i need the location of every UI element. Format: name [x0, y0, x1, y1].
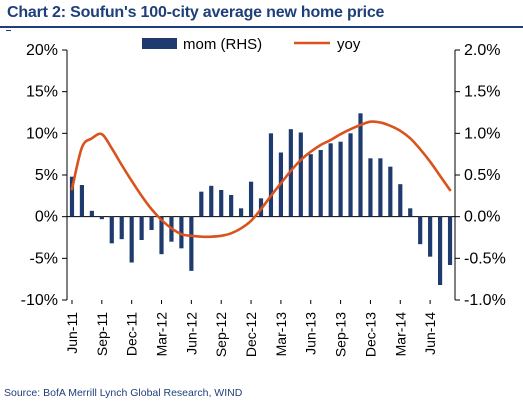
- mom-bar-Apr-14: [408, 208, 413, 217]
- chart-title: Chart 2: Soufun's 100-city average new h…: [7, 4, 385, 21]
- mom-bar-Jul-14: [437, 216, 443, 285]
- legend-label-mom: mom (RHS): [183, 36, 262, 53]
- source-note: Source: BofA Merrill Lynch Global Resear…: [4, 387, 243, 399]
- chart-canvas: 20% 15% 10% 5% 0% -5% -10% 2.0% 1.5% 1.0% 0.5% 0.0…: [21, 36, 506, 357]
- legend-swatch-mom: [142, 38, 177, 49]
- right-axis-ticks: 2.0% 1.5% 1.0% 0.5% 0.0% -0.5% -1.0%: [455, 42, 506, 309]
- mom-bar-Aug-11: [89, 210, 94, 217]
- left-tick-label: -5%: [30, 250, 58, 267]
- x-axis-ticks: Jun-11 Sep-11 Dec-11 Mar-12 Jun-12 Sep-12 Dec-…: [64, 300, 438, 357]
- right-tick-label: 2.0%: [464, 42, 500, 59]
- mom-bar-Aug-13: [328, 143, 333, 217]
- yoy-line-group: [70, 120, 452, 239]
- mom-bar-Feb-13: [268, 133, 274, 217]
- mom-bar-Nov-11: [119, 216, 124, 240]
- legend-label-yoy: yoy: [337, 36, 361, 53]
- x-tick-label: Sep-11: [94, 312, 110, 356]
- x-tick-label: Jun-13: [303, 312, 319, 355]
- right-tick-label: 0.0%: [464, 209, 500, 226]
- mom-bar-Sep-12: [219, 190, 224, 217]
- mom-bar-Aug-14: [447, 216, 453, 265]
- mom-bar-Feb-12: [149, 216, 154, 230]
- mom-bar-May-14: [418, 216, 423, 245]
- right-tick-label: -0.5%: [464, 250, 506, 267]
- mom-bar-May-12: [179, 216, 184, 249]
- mom-bar-Feb-14: [388, 166, 393, 217]
- mom-bar-Jul-13: [318, 150, 323, 217]
- mom-bar-Dec-12: [248, 181, 254, 217]
- mom-bar-Jun-11: [69, 176, 75, 217]
- x-tick-label: Sep-13: [333, 312, 349, 357]
- legend: mom (RHS) yoy: [142, 36, 361, 53]
- mom-bar-Dec-13: [368, 158, 373, 217]
- left-tick-label: -10%: [21, 292, 58, 309]
- mom-bar-Oct-12: [229, 195, 234, 217]
- x-tick-label: Mar-13: [273, 312, 289, 357]
- left-tick-label: 0%: [35, 209, 58, 226]
- right-tick-label: 1.0%: [464, 125, 500, 142]
- x-tick-label: Dec-12: [243, 312, 259, 357]
- x-tick-label: Mar-12: [154, 312, 170, 357]
- left-tick-label: 20%: [26, 42, 58, 59]
- mom-bar-Jan-14: [378, 158, 383, 217]
- mom-bar-Sep-11: [99, 216, 104, 220]
- mom-bar-Jul-12: [199, 191, 204, 217]
- x-tick-label: Mar-14: [392, 312, 408, 357]
- title-tick-mark: [6, 30, 11, 31]
- mom-bar-Jun-13: [308, 154, 313, 217]
- mom-bars: [69, 113, 453, 285]
- x-tick-label: Dec-13: [362, 312, 378, 357]
- mom-bar-Nov-13: [358, 113, 363, 217]
- chart-axes: [66, 50, 456, 300]
- mom-bar-Apr-13: [288, 129, 293, 217]
- x-tick-label: Jun-12: [183, 312, 199, 355]
- x-tick-label: Dec-11: [124, 312, 140, 356]
- mom-bar-Mar-14: [398, 184, 403, 217]
- mom-bar-Sep-13: [338, 141, 343, 217]
- right-tick-label: 0.5%: [464, 167, 500, 184]
- x-tick-label: Sep-12: [213, 312, 229, 357]
- mom-bar-Jan-12: [139, 216, 144, 240]
- mom-bar-Oct-11: [109, 216, 114, 244]
- left-axis-ticks: 20% 15% 10% 5% 0% -5% -10%: [21, 42, 67, 309]
- mom-bar-Mar-12: [159, 216, 164, 255]
- mom-bar-Aug-12: [209, 185, 214, 217]
- mom-bar-Jun-14: [428, 216, 433, 257]
- right-tick-label: 1.5%: [464, 84, 500, 101]
- yoy-line: [70, 120, 452, 239]
- mom-bar-Jul-11: [79, 185, 85, 217]
- mom-bar-May-13: [298, 132, 303, 217]
- mom-bar-Nov-12: [239, 208, 244, 217]
- x-tick-label: Jun-14: [422, 312, 438, 355]
- title-divider: [0, 26, 523, 28]
- left-tick-label: 5%: [35, 167, 58, 184]
- left-tick-label: 15%: [26, 84, 58, 101]
- mom-bar-Jun-12: [189, 216, 194, 271]
- x-tick-label: Jun-11: [64, 312, 80, 354]
- mom-bar-Dec-11: [129, 216, 134, 263]
- right-tick-label: -1.0%: [464, 292, 506, 309]
- mom-bar-Oct-13: [348, 133, 353, 217]
- left-tick-label: 10%: [26, 125, 58, 142]
